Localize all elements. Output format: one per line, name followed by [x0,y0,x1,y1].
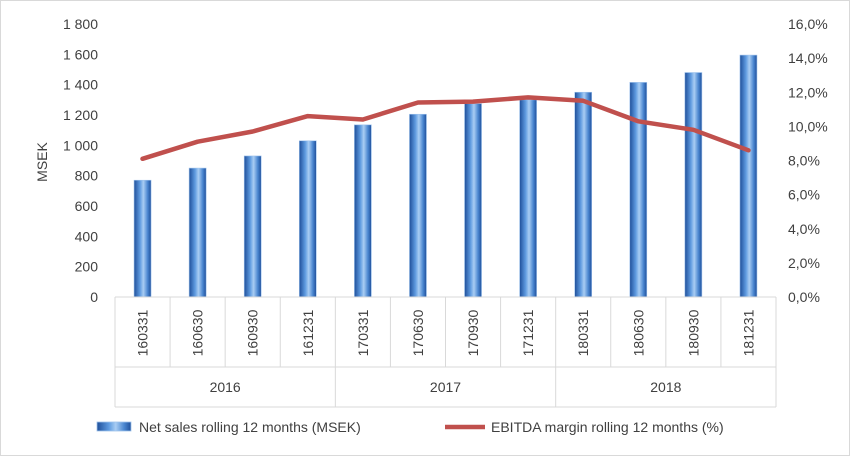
right-tick-label: 4,0% [788,221,820,237]
left-tick-label: 1 000 [63,137,98,153]
bar-net-sales-180930 [684,72,703,298]
y-axis-label: MSEK [34,142,50,182]
category-label: 160331 [135,309,151,356]
bar-series [133,54,758,298]
bar-net-sales-180331 [574,91,593,298]
left-tick-label: 0 [90,289,98,305]
category-label: 160930 [245,309,261,356]
group-labels: 2016 2017 2018 [210,379,682,395]
right-tick-label: 6,0% [788,187,820,203]
left-tick-label: 400 [75,228,99,244]
ebitda-line [140,95,751,162]
legend: Net sales rolling 12 months (MSEK) EBITD… [96,419,724,435]
right-tick-label: 10,0% [788,118,828,134]
group-label: 2017 [430,379,461,395]
category-label: 171231 [520,309,536,356]
left-tick-label: 800 [75,168,99,184]
right-tick-label: 0,0% [788,289,820,305]
category-label: 161231 [300,309,316,356]
bar-net-sales-181231 [739,54,758,298]
bar-net-sales-171231 [519,99,537,298]
right-tick-label: 2,0% [788,255,820,271]
bar-net-sales-170930 [464,103,482,298]
right-axis-ticks: 0,0% 2,0% 4,0% 6,0% 8,0% 10,0% 12,0% 14,0% 16,0% [788,16,828,305]
bar-net-sales-160930 [243,155,262,298]
category-label: 180331 [575,309,591,356]
category-label: 180630 [630,309,646,356]
category-labels: 160331 160630 160930 161231 170331 170630 1709… [135,309,757,356]
left-tick-label: 1 800 [63,16,98,32]
group-label: 2018 [650,379,681,395]
right-tick-label: 16,0% [788,16,828,32]
category-label: 170331 [355,309,371,356]
bar-net-sales-160331 [133,179,152,298]
left-tick-label: 1 400 [63,77,98,93]
legend-swatch-net-sales [96,421,132,432]
left-axis-ticks: 0 200 400 600 800 1 000 1 200 1 400 1 600 1 800 [63,16,98,305]
group-label: 2016 [210,379,241,395]
right-tick-label: 8,0% [788,153,820,169]
category-label: 160630 [190,309,206,356]
left-tick-label: 600 [75,198,99,214]
category-axis-frame [114,297,777,408]
bar-net-sales-160630 [188,167,207,298]
left-tick-label: 1 600 [63,46,98,62]
legend-label-net-sales: Net sales rolling 12 months (MSEK) [139,419,361,435]
bar-net-sales-170331 [354,124,372,298]
category-label: 170930 [465,309,481,356]
bar-net-sales-180630 [629,82,648,298]
right-tick-label: 12,0% [788,84,828,100]
category-label: 181231 [740,309,756,356]
bar-net-sales-170630 [409,113,427,298]
category-label: 180930 [685,309,701,356]
category-label: 170630 [410,309,426,356]
left-tick-label: 1 200 [63,107,98,123]
legend-label-ebitda: EBITDA margin rolling 12 months (%) [491,419,724,435]
left-tick-label: 200 [75,259,99,275]
bar-net-sales-161231 [298,140,317,298]
right-tick-label: 14,0% [788,50,828,66]
